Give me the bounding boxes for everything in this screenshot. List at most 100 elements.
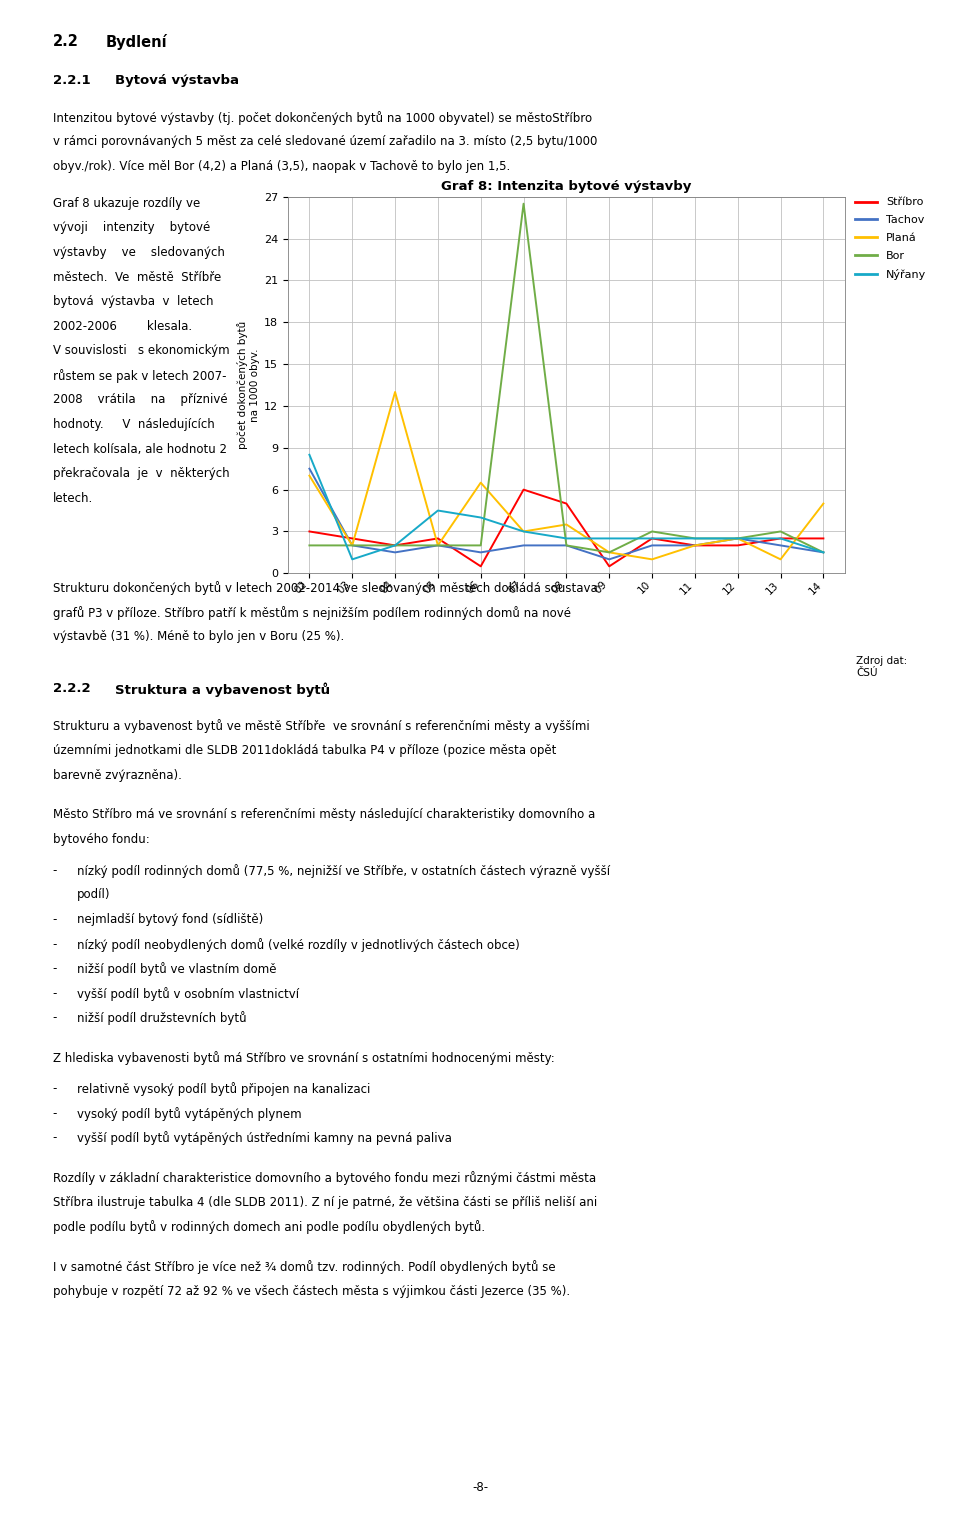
Bor [517,195,529,214]
Tachov [517,536,529,555]
Text: 2.2.1: 2.2.1 [53,74,90,86]
Tachov [390,543,401,561]
Tachov [646,536,658,555]
Stříbro [475,556,487,575]
Text: -: - [53,938,58,950]
Planá [475,473,487,492]
Stříbro [775,529,786,547]
Nýřany [475,509,487,527]
Line: Planá: Planá [309,392,824,559]
Text: bytová  výstavba  v  letech: bytová výstavba v letech [53,295,213,307]
Planá [561,515,572,533]
Line: Stříbro: Stříbro [309,490,824,566]
Nýřany [646,529,658,547]
Line: Bor: Bor [309,204,824,552]
Text: -: - [53,1011,58,1024]
Planá [732,529,743,547]
Bor [646,523,658,541]
Tachov [604,550,615,569]
Text: letech kolísala, ale hodnotu 2: letech kolísala, ale hodnotu 2 [53,443,227,455]
Bor [732,529,743,547]
Text: -: - [53,1082,58,1094]
Tachov [818,543,829,561]
Nýřany [818,543,829,561]
Line: Nýřany: Nýřany [309,455,824,559]
Text: Bydlení: Bydlení [106,34,167,49]
Text: obyv./rok). Více měl Bor (4,2) a Planá (3,5), naopak v Tachově to bylo jen 1,5.: obyv./rok). Více měl Bor (4,2) a Planá (… [53,160,510,172]
Text: 2008    vrátila    na    příznivé: 2008 vrátila na příznivé [53,393,228,406]
Text: V souvislosti   s ekonomickým: V souvislosti s ekonomickým [53,344,229,357]
Nýřany [604,529,615,547]
Planá [646,550,658,569]
Planá [818,495,829,513]
Text: podíl): podíl) [77,888,110,901]
Text: -: - [53,1131,58,1144]
Tachov [561,536,572,555]
Planá [604,543,615,561]
Tachov [432,536,444,555]
Text: Bytová výstavba: Bytová výstavba [115,74,239,86]
Text: -: - [53,864,58,876]
Bor [475,536,487,555]
Text: Graf 8 ukazuje rozdíly ve: Graf 8 ukazuje rozdíly ve [53,197,200,209]
Tachov [689,536,701,555]
Text: -8-: -8- [472,1482,488,1494]
Nýřany [347,550,358,569]
Nýřany [432,501,444,520]
Bor [604,543,615,561]
Text: vysoký podíl bytů vytápěných plynem: vysoký podíl bytů vytápěných plynem [77,1107,301,1120]
Tachov [775,536,786,555]
Text: Z hlediska vybavenosti bytů má Stříbro ve srovnání s ostatními hodnocenými městy: Z hlediska vybavenosti bytů má Stříbro v… [53,1051,555,1065]
Y-axis label: počet dokončených bytů
na 1000 obyv.: počet dokončených bytů na 1000 obyv. [237,321,260,449]
Text: růstem se pak v letech 2007-: růstem se pak v letech 2007- [53,369,227,383]
Text: Zdroj dat:
ČSÚ: Zdroj dat: ČSÚ [856,656,907,678]
Text: Strukturu dokončených bytů v letech 2002-2014 ve sledovaných městech dokládá sou: Strukturu dokončených bytů v letech 2002… [53,581,597,595]
Tachov [347,536,358,555]
Text: Strukturu a vybavenost bytů ve městě Stříbře  ve srovnání s referenčními městy a: Strukturu a vybavenost bytů ve městě Stř… [53,719,589,733]
Planá [775,550,786,569]
Nýřany [517,523,529,541]
Text: překračovala  je  v  některých: překračovala je v některých [53,467,229,480]
Stříbro [646,529,658,547]
Text: bytového fondu:: bytového fondu: [53,833,150,845]
Bor [432,536,444,555]
Stříbro [390,536,401,555]
Planá [689,536,701,555]
Nýřany [775,529,786,547]
Planá [347,536,358,555]
Text: Rozdíly v základní charakteristice domovního a bytového fondu mezi různými částm: Rozdíly v základní charakteristice domov… [53,1171,596,1185]
Nýřany [390,536,401,555]
Text: -: - [53,987,58,999]
Planá [303,466,315,484]
Tachov [303,460,315,478]
Stříbro [517,481,529,500]
Stříbro [347,529,358,547]
Stříbro [432,529,444,547]
Text: 2.2.2: 2.2.2 [53,682,90,695]
Stříbro [303,523,315,541]
Text: letech.: letech. [53,492,93,504]
Text: nejmladší bytový fond (sídliště): nejmladší bytový fond (sídliště) [77,913,263,925]
Text: pohybuje v rozpětí 72 až 92 % ve všech částech města s výjimkou části Jezerce (3: pohybuje v rozpětí 72 až 92 % ve všech č… [53,1285,570,1297]
Bor [390,536,401,555]
Line: Tachov: Tachov [309,469,824,559]
Text: Stříbra ilustruje tabulka 4 (dle SLDB 2011). Z ní je patrné, že většina části se: Stříbra ilustruje tabulka 4 (dle SLDB 20… [53,1196,597,1208]
Text: vývoji    intenzity    bytové: vývoji intenzity bytové [53,221,210,234]
Bor [689,529,701,547]
Planá [390,383,401,401]
Text: Město Stříbro má ve srovnání s referenčními městy následující charakteristiky do: Město Stříbro má ve srovnání s referenčn… [53,808,595,821]
Text: nízký podíl neobydlených domů (velké rozdíly v jednotlivých částech obce): nízký podíl neobydlených domů (velké roz… [77,938,519,951]
Text: územními jednotkami dle SLDB 2011dokládá tabulka P4 v příloze (pozice města opět: územními jednotkami dle SLDB 2011dokládá… [53,744,556,756]
Text: -: - [53,1107,58,1119]
Nýřany [303,446,315,464]
Bor [775,523,786,541]
Title: Graf 8: Intenzita bytové výstavby: Graf 8: Intenzita bytové výstavby [442,180,691,192]
Text: výstavby    ve    sledovaných: výstavby ve sledovaných [53,246,225,258]
Text: 2002-2006        klesala.: 2002-2006 klesala. [53,320,192,332]
Text: Struktura a vybavenost bytů: Struktura a vybavenost bytů [115,682,330,696]
Planá [517,523,529,541]
Text: nízký podíl rodinných domů (77,5 %, nejnižší ve Stříbře, v ostatních částech výr: nízký podíl rodinných domů (77,5 %, nejn… [77,864,610,878]
Planá [432,536,444,555]
Nýřany [732,529,743,547]
Bor [347,536,358,555]
